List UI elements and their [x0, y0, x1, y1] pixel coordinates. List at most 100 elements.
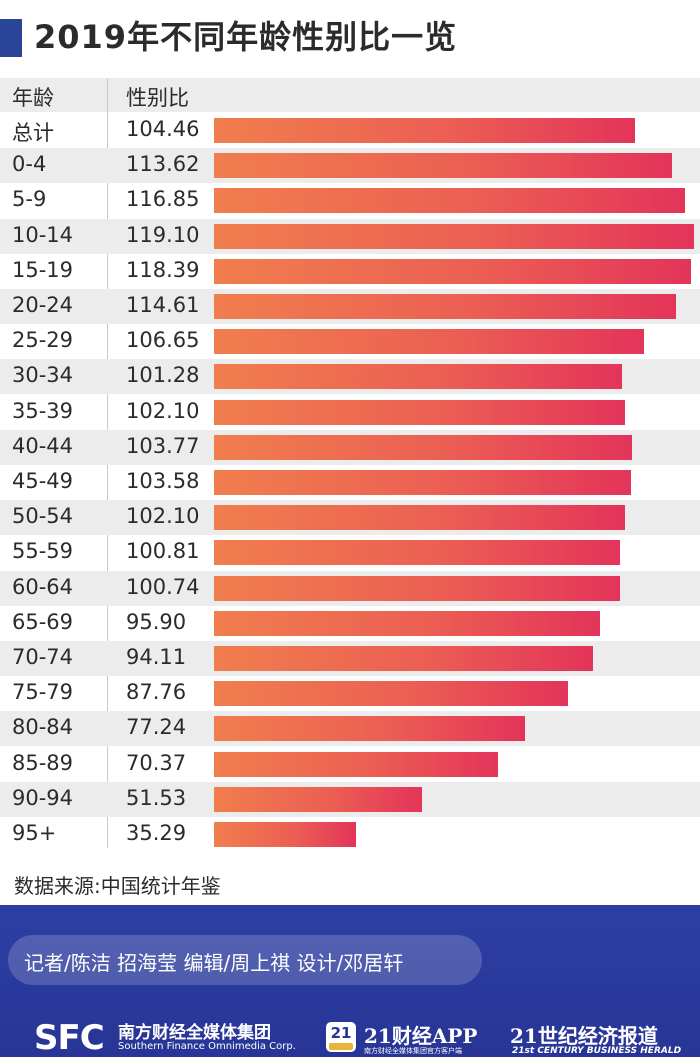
value-label: 77.24 [126, 715, 187, 740]
herald-name-en: 21st CENTURY BUSINESS HERALD [512, 1046, 682, 1056]
category-label: 65-69 [12, 609, 74, 634]
category-label: 20-24 [12, 293, 74, 317]
value-label: 113.62 [126, 152, 200, 177]
chart-row: 65-69 95.90 [0, 606, 700, 641]
value-label: 114.61 [126, 293, 200, 317]
chart-row: 20-24 114.61 [0, 289, 700, 324]
bar [214, 364, 623, 390]
value-label: 100.74 [126, 574, 200, 599]
value-label: 116.85 [126, 187, 200, 212]
app-subtitle: 南方财经全媒体集团官方客户端 [364, 1047, 462, 1055]
chart-row: 0-4 113.62 [0, 148, 700, 184]
chart-row: 75-79 87.76 [0, 676, 700, 711]
value-label: 101.28 [126, 363, 200, 388]
chart-row: 50-54 102.10 [0, 500, 700, 536]
value-label: 102.10 [126, 398, 200, 423]
bar [214, 646, 594, 671]
title-bar: 2019年不同年龄性别比一览 [0, 0, 700, 76]
bar [214, 540, 621, 566]
app-badge-number: 21 [330, 1024, 352, 1042]
chart-row: 30-34 101.28 [0, 359, 700, 395]
category-label: 50-54 [12, 504, 74, 529]
category-label: 90-94 [12, 785, 74, 810]
logo-row: SFC 南方财经全媒体集团 Southern Finance Omnimedia… [0, 1010, 700, 1058]
bar [214, 329, 644, 355]
bar [214, 470, 632, 495]
category-label: 25-29 [12, 328, 74, 353]
bar [214, 294, 676, 319]
value-label: 118.39 [126, 257, 200, 282]
bar [214, 716, 526, 742]
category-label: 40-44 [12, 433, 74, 458]
footer: 记者/陈洁 招海莹 编辑/周上祺 设计/邓居轩 SFC 南方财经全媒体集团 So… [0, 905, 700, 1058]
bar [214, 575, 620, 601]
chart-row: 60-64 100.74 [0, 570, 700, 606]
chart-row: 总计 104.46 [0, 113, 700, 148]
chart-row: 55-59 100.81 [0, 535, 700, 570]
bar [214, 188, 685, 214]
category-label: 45-49 [12, 469, 74, 493]
header-age-label: 年龄 [12, 86, 54, 110]
value-label: 106.65 [126, 328, 200, 353]
category-label: 80-84 [12, 715, 74, 740]
category-label: 30-34 [12, 363, 74, 388]
category-label: 95+ [12, 821, 57, 845]
app-badge-icon: 21 [326, 1022, 356, 1052]
value-label: 87.76 [126, 680, 187, 705]
value-label: 102.10 [126, 504, 200, 529]
sfc-name-cn: 南方财经全媒体集团 [118, 1023, 271, 1043]
bar [214, 153, 672, 179]
value-label: 35.29 [126, 821, 187, 845]
value-label: 51.53 [126, 785, 187, 810]
value-label: 104.46 [126, 117, 200, 141]
value-label: 95.90 [126, 609, 187, 634]
chart-row: 40-44 103.77 [0, 429, 700, 465]
bar [214, 681, 568, 707]
chart-row: 45-49 103.58 [0, 465, 700, 500]
category-label: 5-9 [12, 187, 47, 212]
chart-row: 85-89 70.37 [0, 747, 700, 782]
title-accent-bar [0, 19, 22, 57]
chart-row: 10-14 119.10 [0, 218, 700, 254]
category-label: 55-59 [12, 539, 74, 564]
bar [214, 118, 635, 143]
chart-row: 95+ 35.29 [0, 817, 700, 852]
category-label: 60-64 [12, 574, 74, 599]
value-label: 119.10 [126, 222, 200, 247]
credits-text: 记者/陈洁 招海莹 编辑/周上祺 设计/邓居轩 [24, 951, 404, 975]
category-label: 35-39 [12, 398, 74, 423]
chart-row: 80-84 77.24 [0, 711, 700, 747]
chart-row: 15-19 118.39 [0, 254, 700, 289]
herald-name-cn: 21世纪经济报道 [510, 1024, 658, 1048]
value-label: 100.81 [126, 539, 200, 564]
sfc-logo-icon: SFC [34, 1018, 105, 1058]
chart-row: 35-39 102.10 [0, 395, 700, 430]
chart-row: 25-29 106.65 [0, 324, 700, 359]
bar [214, 399, 626, 425]
data-source: 数据来源:中国统计年鉴 [14, 874, 221, 898]
table-header: 年龄 性别比 [0, 78, 700, 112]
page-title: 2019年不同年龄性别比一览 [34, 18, 458, 56]
category-label: 75-79 [12, 680, 74, 705]
value-label: 103.77 [126, 433, 200, 458]
bar [214, 434, 633, 460]
chart-row: 5-9 116.85 [0, 183, 700, 218]
bar [214, 223, 694, 249]
bar [214, 258, 692, 284]
bar [214, 505, 626, 531]
chart-row: 90-94 51.53 [0, 781, 700, 817]
credits-pill [8, 935, 482, 985]
category-label: 0-4 [12, 152, 47, 177]
app-badge-stripe [329, 1043, 353, 1050]
category-label: 10-14 [12, 222, 74, 247]
category-label: 70-74 [12, 645, 74, 669]
value-label: 94.11 [126, 645, 187, 669]
bar [214, 610, 601, 636]
value-label: 70.37 [126, 750, 187, 775]
app-name: 21财经APP [364, 1024, 478, 1048]
value-label: 103.58 [126, 469, 200, 493]
bar [214, 822, 357, 847]
bar [214, 751, 498, 777]
chart-row: 70-74 94.11 [0, 641, 700, 676]
bar [214, 786, 422, 812]
